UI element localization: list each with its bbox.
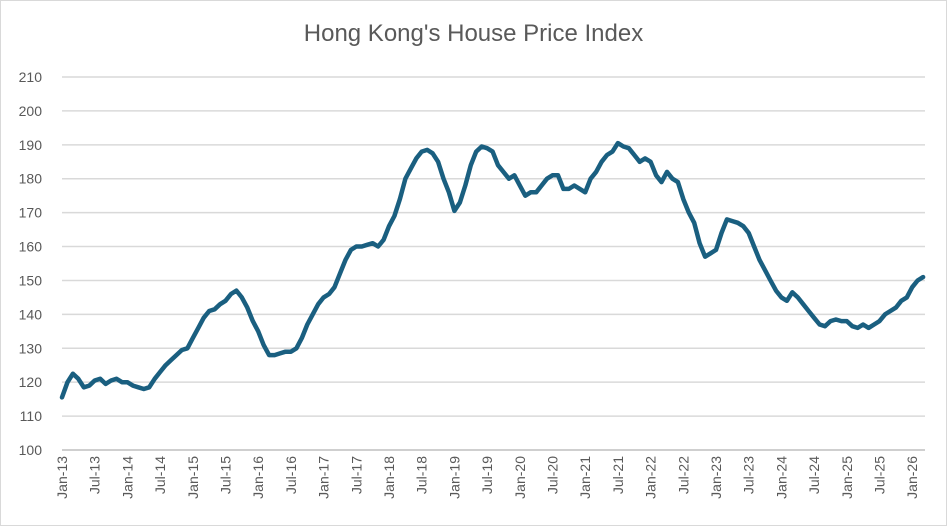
x-tick-label: Jul-20 [545,456,561,494]
y-tick-label: 180 [19,171,43,187]
x-tick-label: Jan-17 [316,456,332,499]
x-tick-label: Jul-25 [872,456,888,494]
x-tick-label: Jan-22 [643,456,659,499]
x-tick-label: Jan-24 [773,456,789,499]
y-tick-label: 210 [19,69,43,85]
y-tick-label: 160 [19,239,43,255]
x-tick-label: Jan-14 [119,456,135,499]
y-tick-label: 110 [20,408,43,424]
x-tick-label: Jul-22 [675,456,691,494]
y-tick-label: 100 [19,442,43,458]
y-tick-label: 200 [19,103,43,119]
x-tick-label: Jul-24 [806,456,822,494]
x-tick-label: Jan-25 [839,456,855,499]
series-line [59,140,926,400]
x-tick-label: Jul-16 [283,456,299,494]
y-tick-label: 130 [19,340,43,356]
x-tick-label: Jul-21 [610,456,626,494]
chart-title: Hong Kong's House Price Index [303,20,644,47]
x-tick-label: Jan-26 [904,456,920,499]
x-tick-label: Jan-13 [54,456,70,499]
x-tick-label: Jul-15 [218,456,234,494]
x-tick-label: Jul-17 [348,456,364,494]
x-tick-label: Jul-18 [414,456,430,494]
x-tick-label: Jul-19 [479,456,495,494]
x-tick-label: Jan-20 [512,456,528,499]
x-tick-label: Jan-16 [250,456,266,499]
x-tick-label: Jan-23 [708,456,724,499]
x-tick-label: Jan-19 [446,456,462,499]
x-tick-label: Jul-23 [741,456,757,494]
y-tick-label: 150 [19,272,43,288]
y-tick-label: 140 [19,306,43,322]
x-tick-label: Jul-14 [152,456,168,494]
y-tick-label: 170 [19,205,43,221]
x-tick-label: Jan-18 [381,456,397,499]
x-tick-label: Jan-21 [577,456,593,499]
y-tick-label: 120 [19,374,43,390]
y-tick-label: 190 [19,137,43,153]
x-tick-label: Jan-15 [185,456,201,499]
x-tick-label: Jul-13 [87,456,103,494]
